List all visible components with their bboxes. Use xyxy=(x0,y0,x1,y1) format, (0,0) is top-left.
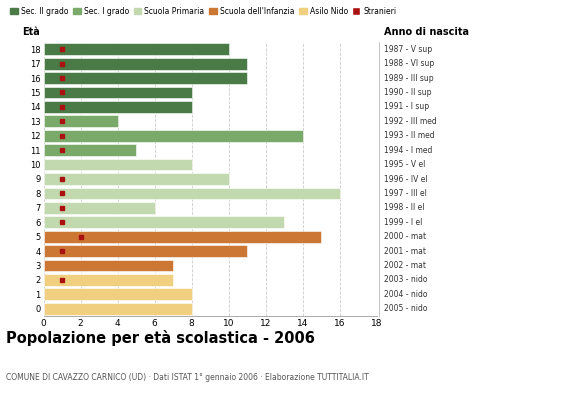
Bar xyxy=(44,173,229,185)
Bar xyxy=(44,116,118,127)
Text: 1994 - I med: 1994 - I med xyxy=(384,146,432,155)
Bar xyxy=(44,260,173,272)
Text: COMUNE DI CAVAZZO CARNICO (UD) · Dati ISTAT 1° gennaio 2006 · Elaborazione TUTTI: COMUNE DI CAVAZZO CARNICO (UD) · Dati IS… xyxy=(6,373,368,382)
Bar xyxy=(44,202,155,214)
Text: 2002 - mat: 2002 - mat xyxy=(384,261,426,270)
Text: 1997 - III el: 1997 - III el xyxy=(384,189,427,198)
Bar xyxy=(44,130,303,142)
Text: 2005 - nido: 2005 - nido xyxy=(384,304,427,313)
Legend: Sec. II grado, Sec. I grado, Scuola Primaria, Scuola dell'Infanzia, Asilo Nido, : Sec. II grado, Sec. I grado, Scuola Prim… xyxy=(10,6,397,16)
Bar xyxy=(44,245,247,257)
Text: 1993 - II med: 1993 - II med xyxy=(384,131,434,140)
Text: 2001 - mat: 2001 - mat xyxy=(384,247,426,256)
Bar xyxy=(44,58,247,70)
Text: 1996 - IV el: 1996 - IV el xyxy=(384,174,427,184)
Text: 1992 - III med: 1992 - III med xyxy=(384,117,437,126)
Text: 2000 - mat: 2000 - mat xyxy=(384,232,426,241)
Text: Popolazione per età scolastica - 2006: Popolazione per età scolastica - 2006 xyxy=(6,330,315,346)
Bar xyxy=(44,231,321,242)
Bar xyxy=(44,43,229,55)
Text: 1988 - VI sup: 1988 - VI sup xyxy=(384,59,434,68)
Bar xyxy=(44,144,136,156)
Text: 1998 - II el: 1998 - II el xyxy=(384,203,425,212)
Bar xyxy=(44,159,192,170)
Text: 1990 - II sup: 1990 - II sup xyxy=(384,88,432,97)
Text: 1991 - I sup: 1991 - I sup xyxy=(384,102,429,111)
Bar xyxy=(44,274,173,286)
Text: Anno di nascita: Anno di nascita xyxy=(384,27,469,37)
Bar xyxy=(44,216,284,228)
Text: 1989 - III sup: 1989 - III sup xyxy=(384,74,433,82)
Bar xyxy=(44,188,340,199)
Text: 2003 - nido: 2003 - nido xyxy=(384,276,427,284)
Text: 2004 - nido: 2004 - nido xyxy=(384,290,427,299)
Bar xyxy=(44,303,192,315)
Text: Età: Età xyxy=(22,26,39,36)
Bar xyxy=(44,101,192,113)
Bar xyxy=(44,72,247,84)
Text: 1999 - I el: 1999 - I el xyxy=(384,218,422,227)
Text: 1995 - V el: 1995 - V el xyxy=(384,160,425,169)
Bar xyxy=(44,86,192,98)
Text: 1987 - V sup: 1987 - V sup xyxy=(384,45,432,54)
Bar xyxy=(44,288,192,300)
